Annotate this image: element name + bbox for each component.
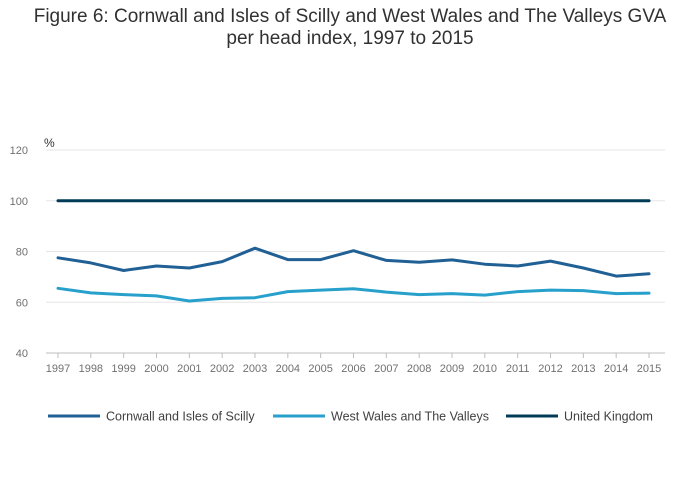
- y-axis-unit-label: %: [44, 136, 55, 150]
- chart-title-line-1: Figure 6: Cornwall and Isles of Scilly a…: [33, 6, 667, 27]
- x-tick-label-2007: 2007: [374, 363, 398, 375]
- x-tick-label-2011: 2011: [506, 363, 530, 375]
- series-lines: [56, 199, 651, 303]
- chart-title: Figure 6: Cornwall and Isles of Scilly a…: [0, 6, 700, 50]
- x-tick-label-2008: 2008: [407, 363, 431, 375]
- legend-item-1[interactable]: Cornwall and Isles of Scilly: [48, 410, 255, 424]
- series-line-1: [56, 246, 651, 278]
- x-tick-label-2002: 2002: [210, 363, 234, 375]
- x-tick-label-1998: 1998: [79, 363, 103, 375]
- y-tick-label-100: 100: [10, 196, 28, 208]
- legend-item-2[interactable]: West Wales and The Valleys: [273, 410, 489, 424]
- chart-title-line-2: per head index, 1997 to 2015: [226, 28, 474, 49]
- x-tick-label-2006: 2006: [341, 363, 365, 375]
- legend-item-3[interactable]: United Kingdom: [506, 410, 653, 424]
- y-tick-label-60: 60: [16, 297, 28, 309]
- x-tick-label-2013: 2013: [571, 363, 595, 375]
- x-tick-label-2009: 2009: [440, 363, 464, 375]
- x-tick-label-2012: 2012: [538, 363, 562, 375]
- x-tick-label-2005: 2005: [308, 363, 332, 375]
- series-line-2: [56, 286, 651, 303]
- x-tick-label-2001: 2001: [177, 363, 201, 375]
- legend-label-2: West Wales and The Valleys: [331, 410, 489, 424]
- y-tick-label-40: 40: [16, 348, 28, 360]
- x-tick-label-2015: 2015: [637, 363, 661, 375]
- x-tick-label-2010: 2010: [473, 363, 497, 375]
- legend-label-3: United Kingdom: [564, 410, 653, 424]
- x-tick-label-2004: 2004: [276, 363, 300, 375]
- x-axis-ticks: 1997 1998 1999 2000 2001 2002 2003 2004 2005 2006…: [46, 353, 661, 375]
- x-tick-label-1999: 1999: [111, 363, 135, 375]
- x-tick-label-2000: 2000: [144, 363, 168, 375]
- x-tick-label-2003: 2003: [243, 363, 267, 375]
- legend[interactable]: Cornwall and Isles of Scilly West Wales a…: [48, 410, 653, 424]
- y-tick-label-80: 80: [16, 247, 28, 259]
- legend-label-1: Cornwall and Isles of Scilly: [106, 410, 255, 424]
- y-tick-label-120: 120: [10, 145, 28, 157]
- x-tick-label-2014: 2014: [604, 363, 628, 375]
- y-axis-ticks: 40 60 80 100 120: [10, 145, 28, 360]
- x-tick-label-1997: 1997: [46, 363, 70, 375]
